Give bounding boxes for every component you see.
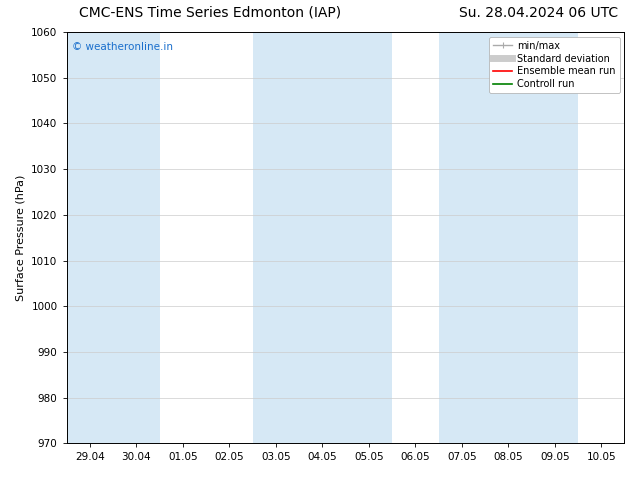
Bar [439,32,578,443]
Text: © weatheronline.in: © weatheronline.in [72,42,173,52]
Y-axis label: Surface Pressure (hPa): Surface Pressure (hPa) [16,174,26,301]
Bar [67,32,160,443]
Text: Su. 28.04.2024 06 UTC: Su. 28.04.2024 06 UTC [459,5,618,20]
Legend: min/max, Standard deviation, Ensemble mean run, Controll run: min/max, Standard deviation, Ensemble me… [489,37,619,93]
Bar [252,32,392,443]
Text: CMC-ENS Time Series Edmonton (IAP): CMC-ENS Time Series Edmonton (IAP) [79,5,341,20]
